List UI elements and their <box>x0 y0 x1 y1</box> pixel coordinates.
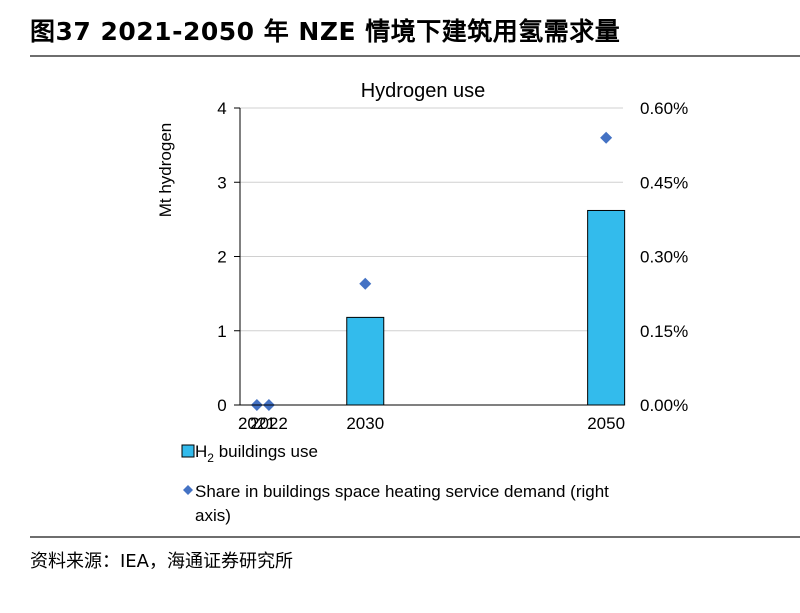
legend-share-label-line1: Share in buildings space heating service… <box>195 482 609 501</box>
x-tick-label: 2021 <box>238 414 276 433</box>
y2-tick-label: 0.60% <box>640 99 688 118</box>
y-axis-label: Mt hydrogen <box>156 123 175 218</box>
source-note: 资料来源：IEA，海通证券研究所 <box>30 551 293 572</box>
share-marker <box>600 131 613 144</box>
y2-tick-label: 0.30% <box>640 248 688 267</box>
y-tick-label: 4 <box>217 99 226 118</box>
y2-tick-label: 0.15% <box>640 322 688 341</box>
y-tick-label: 2 <box>217 248 226 267</box>
share-marker <box>359 277 372 290</box>
title-divider <box>30 55 800 57</box>
bar <box>587 209 626 406</box>
figure-title: 图37 2021-2050 年 NZE 情境下建筑用氢需求量 <box>30 17 621 46</box>
y-tick-label: 0 <box>217 396 226 415</box>
x-tick-label: 2050 <box>587 414 625 433</box>
legend-bar-label: H2 buildings use <box>195 442 318 465</box>
legend-bar-swatch <box>181 444 195 458</box>
y2-tick-label: 0.45% <box>640 173 688 192</box>
x-tick-label: 2030 <box>346 414 384 433</box>
bar <box>346 316 385 406</box>
source-divider <box>30 536 800 538</box>
bar-series <box>346 209 626 406</box>
chart-title: Hydrogen use <box>361 80 486 102</box>
share-series <box>250 131 613 411</box>
y-tick-label: 1 <box>217 322 226 341</box>
x-tick-label: 2022 <box>250 414 288 433</box>
y-tick-label: 3 <box>217 173 226 192</box>
legend-share-label-line2: axis) <box>195 506 231 525</box>
gridlines <box>240 107 623 332</box>
y2-tick-label: 0.00% <box>640 396 688 415</box>
legend-diamond-swatch <box>183 485 193 495</box>
